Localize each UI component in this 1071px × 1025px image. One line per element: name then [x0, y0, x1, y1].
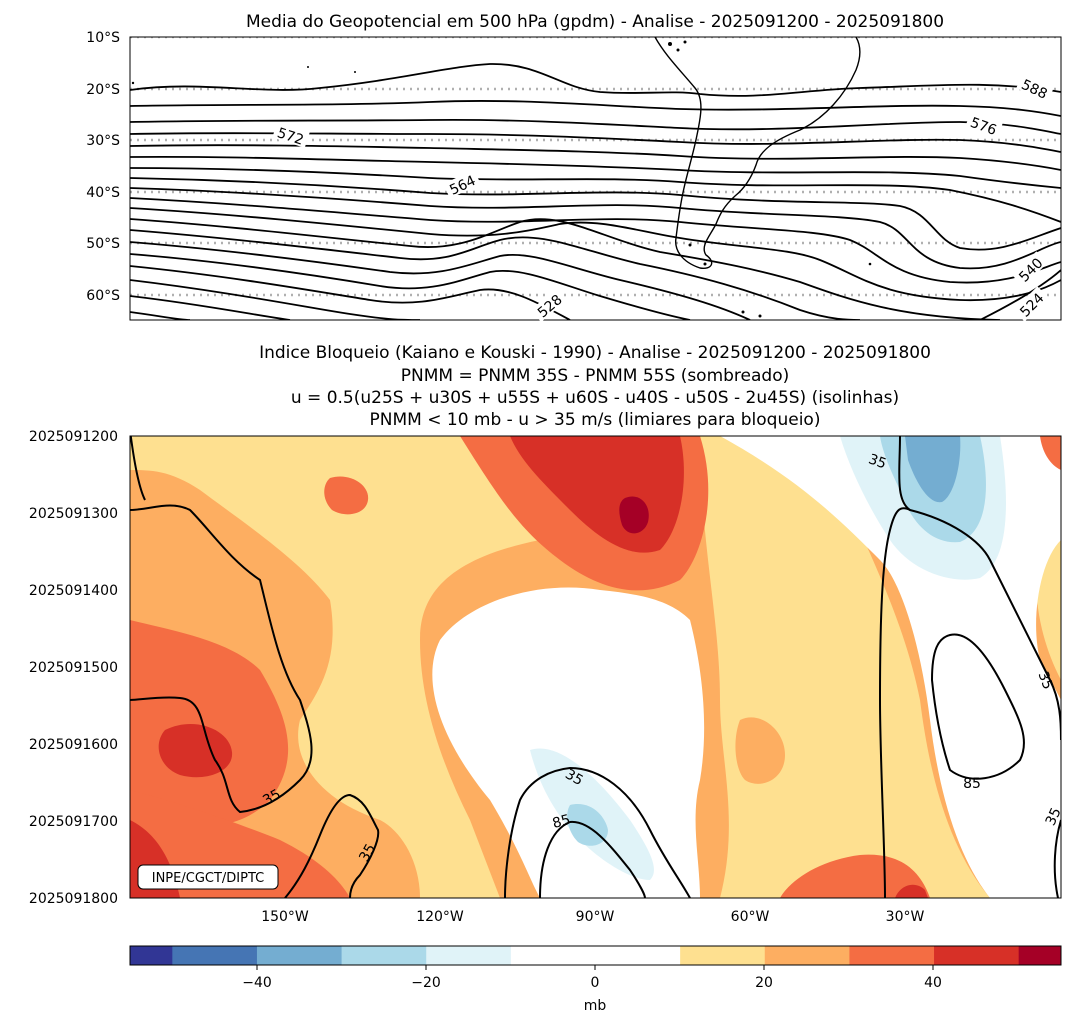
- bottom-title-line-2: PNMM = PNMM 35S - PNMM 55S (sombreado): [401, 366, 790, 386]
- colorbar-swatch: [256, 946, 343, 965]
- time-tick-4: 2025091600: [29, 737, 118, 753]
- colorbar-swatch: [130, 946, 173, 965]
- shade-20-30-island: [735, 717, 785, 784]
- bottom-title-line-3: u = 0.5(u25S + u30S + u55S + u60S - u40S…: [291, 388, 899, 408]
- bottom-title-line-4: PNMM < 10 mb - u > 35 m/s (limiares para…: [370, 410, 821, 430]
- colorbar-tick-0: 0: [591, 975, 600, 991]
- shade-40-50-south: [895, 884, 928, 898]
- time-tick-2: 2025091400: [29, 583, 118, 599]
- colorbar-tick-neg40: −40: [242, 975, 272, 991]
- colorbar-label: mb: [584, 998, 607, 1014]
- shade-neg20-10-center: [567, 804, 608, 846]
- contour-label-572: 572: [275, 125, 305, 148]
- time-tick-5: 2025091700: [29, 814, 118, 830]
- lon-tick-90w: 90°W: [576, 909, 615, 925]
- shade-30-40-west: [130, 620, 289, 826]
- shade-30-40-south: [780, 854, 930, 898]
- isoline-labels: 35 35 35 35 35 35 85 85: [260, 451, 1065, 864]
- shade-white-center: [432, 587, 705, 898]
- shade-30-40-ne: [1040, 436, 1061, 470]
- isoline-label-35-d: 35: [562, 766, 585, 789]
- colorbar-swatches: [130, 946, 1062, 965]
- colorbar: −40 −20 0 20 40 mb: [129, 945, 1062, 1014]
- shade-neg30-20-ne: [905, 436, 961, 503]
- colorbar-swatch: [764, 946, 850, 965]
- colorbar-swatch: [849, 946, 935, 965]
- colorbar-tick-neg20: −20: [411, 975, 441, 991]
- lat-tick-50s: 50°S: [86, 236, 120, 252]
- lat-tick-10s: 10°S: [86, 30, 120, 46]
- lat-tick-labels: 10°S 20°S 30°S 40°S 50°S 60°S: [86, 30, 120, 304]
- credit-text: INPE/CGCT/DIPTC: [152, 871, 264, 886]
- colorbar-swatch: [934, 946, 1020, 965]
- lon-tick-30w: 30°W: [886, 909, 925, 925]
- isoline-label-85-b: 85: [551, 812, 572, 832]
- time-tick-3: 2025091500: [29, 660, 118, 676]
- credit-box: INPE/CGCT/DIPTC: [137, 864, 279, 890]
- isoline-label-35-a: 35: [866, 451, 888, 472]
- colorbar-tick-40: 40: [924, 975, 942, 991]
- islands-dots: [131, 40, 872, 318]
- top-map-panel: 588 576 572 564 540 528 524 10°S 20°S 30…: [86, 30, 1062, 323]
- bottom-chart-title: Indice Bloqueio (Kaiano e Kouski - 1990)…: [259, 343, 931, 430]
- time-tick-0: 2025091200: [29, 429, 118, 445]
- colorbar-tick-labels: −40 −20 0 20 40: [242, 975, 942, 991]
- isoline-label-35-e: 35: [356, 841, 379, 864]
- lat-tick-20s: 20°S: [86, 82, 120, 98]
- lon-tick-150w: 150°W: [261, 909, 309, 925]
- lat-tick-40s: 40°S: [86, 185, 120, 201]
- bottom-title-line-1: Indice Bloqueio (Kaiano e Kouski - 1990)…: [259, 343, 931, 363]
- lon-tick-labels: 150°W 120°W 90°W 60°W 30°W: [261, 909, 924, 925]
- isoline-label-35-c: 35: [260, 786, 283, 809]
- south-america-coastline: [654, 37, 861, 270]
- colorbar-tick-20: 20: [755, 975, 773, 991]
- colorbar-swatch: [1018, 946, 1062, 965]
- lat-tick-30s: 30°S: [86, 133, 120, 149]
- shade-40-50-west: [158, 723, 233, 778]
- lon-tick-60w: 60°W: [731, 909, 770, 925]
- time-tick-labels: 2025091200 2025091300 2025091400 2025091…: [29, 429, 118, 907]
- colorbar-swatch: [172, 946, 258, 965]
- colorbar-swatch: [595, 946, 681, 965]
- colorbar-swatch: [341, 946, 427, 965]
- isoline-label-35-b: 35: [1035, 670, 1056, 692]
- hovmoller-panel: 35 35 35 35 35 35 85 85 INPE/CGCT/DIPTC …: [29, 429, 1065, 925]
- lon-tick-120w: 120°W: [416, 909, 464, 925]
- shade-50-plus: [619, 496, 649, 534]
- u-isolines: [130, 436, 1061, 898]
- isoline-label-85-a: 85: [963, 776, 981, 792]
- lat-tick-60s: 60°S: [86, 288, 120, 304]
- colorbar-tick-marks: [256, 965, 934, 970]
- time-tick-1: 2025091300: [29, 506, 118, 522]
- top-chart-title: Media do Geopotencial em 500 hPa (gpdm) …: [246, 12, 944, 32]
- isoline-label-35-f: 35: [1043, 805, 1065, 828]
- geopotential-contours: [130, 63, 1061, 320]
- colorbar-swatch: [426, 946, 512, 965]
- colorbar-swatch: [510, 946, 596, 965]
- shade-30-40-b: [324, 476, 369, 515]
- contour-labels: 588 576 572 564 540 528 524: [272, 73, 1054, 323]
- shade-10-20-b: [130, 436, 540, 898]
- time-tick-6: 2025091800: [29, 891, 118, 907]
- colorbar-swatch: [680, 946, 766, 965]
- shade-10-20-c: [700, 436, 990, 898]
